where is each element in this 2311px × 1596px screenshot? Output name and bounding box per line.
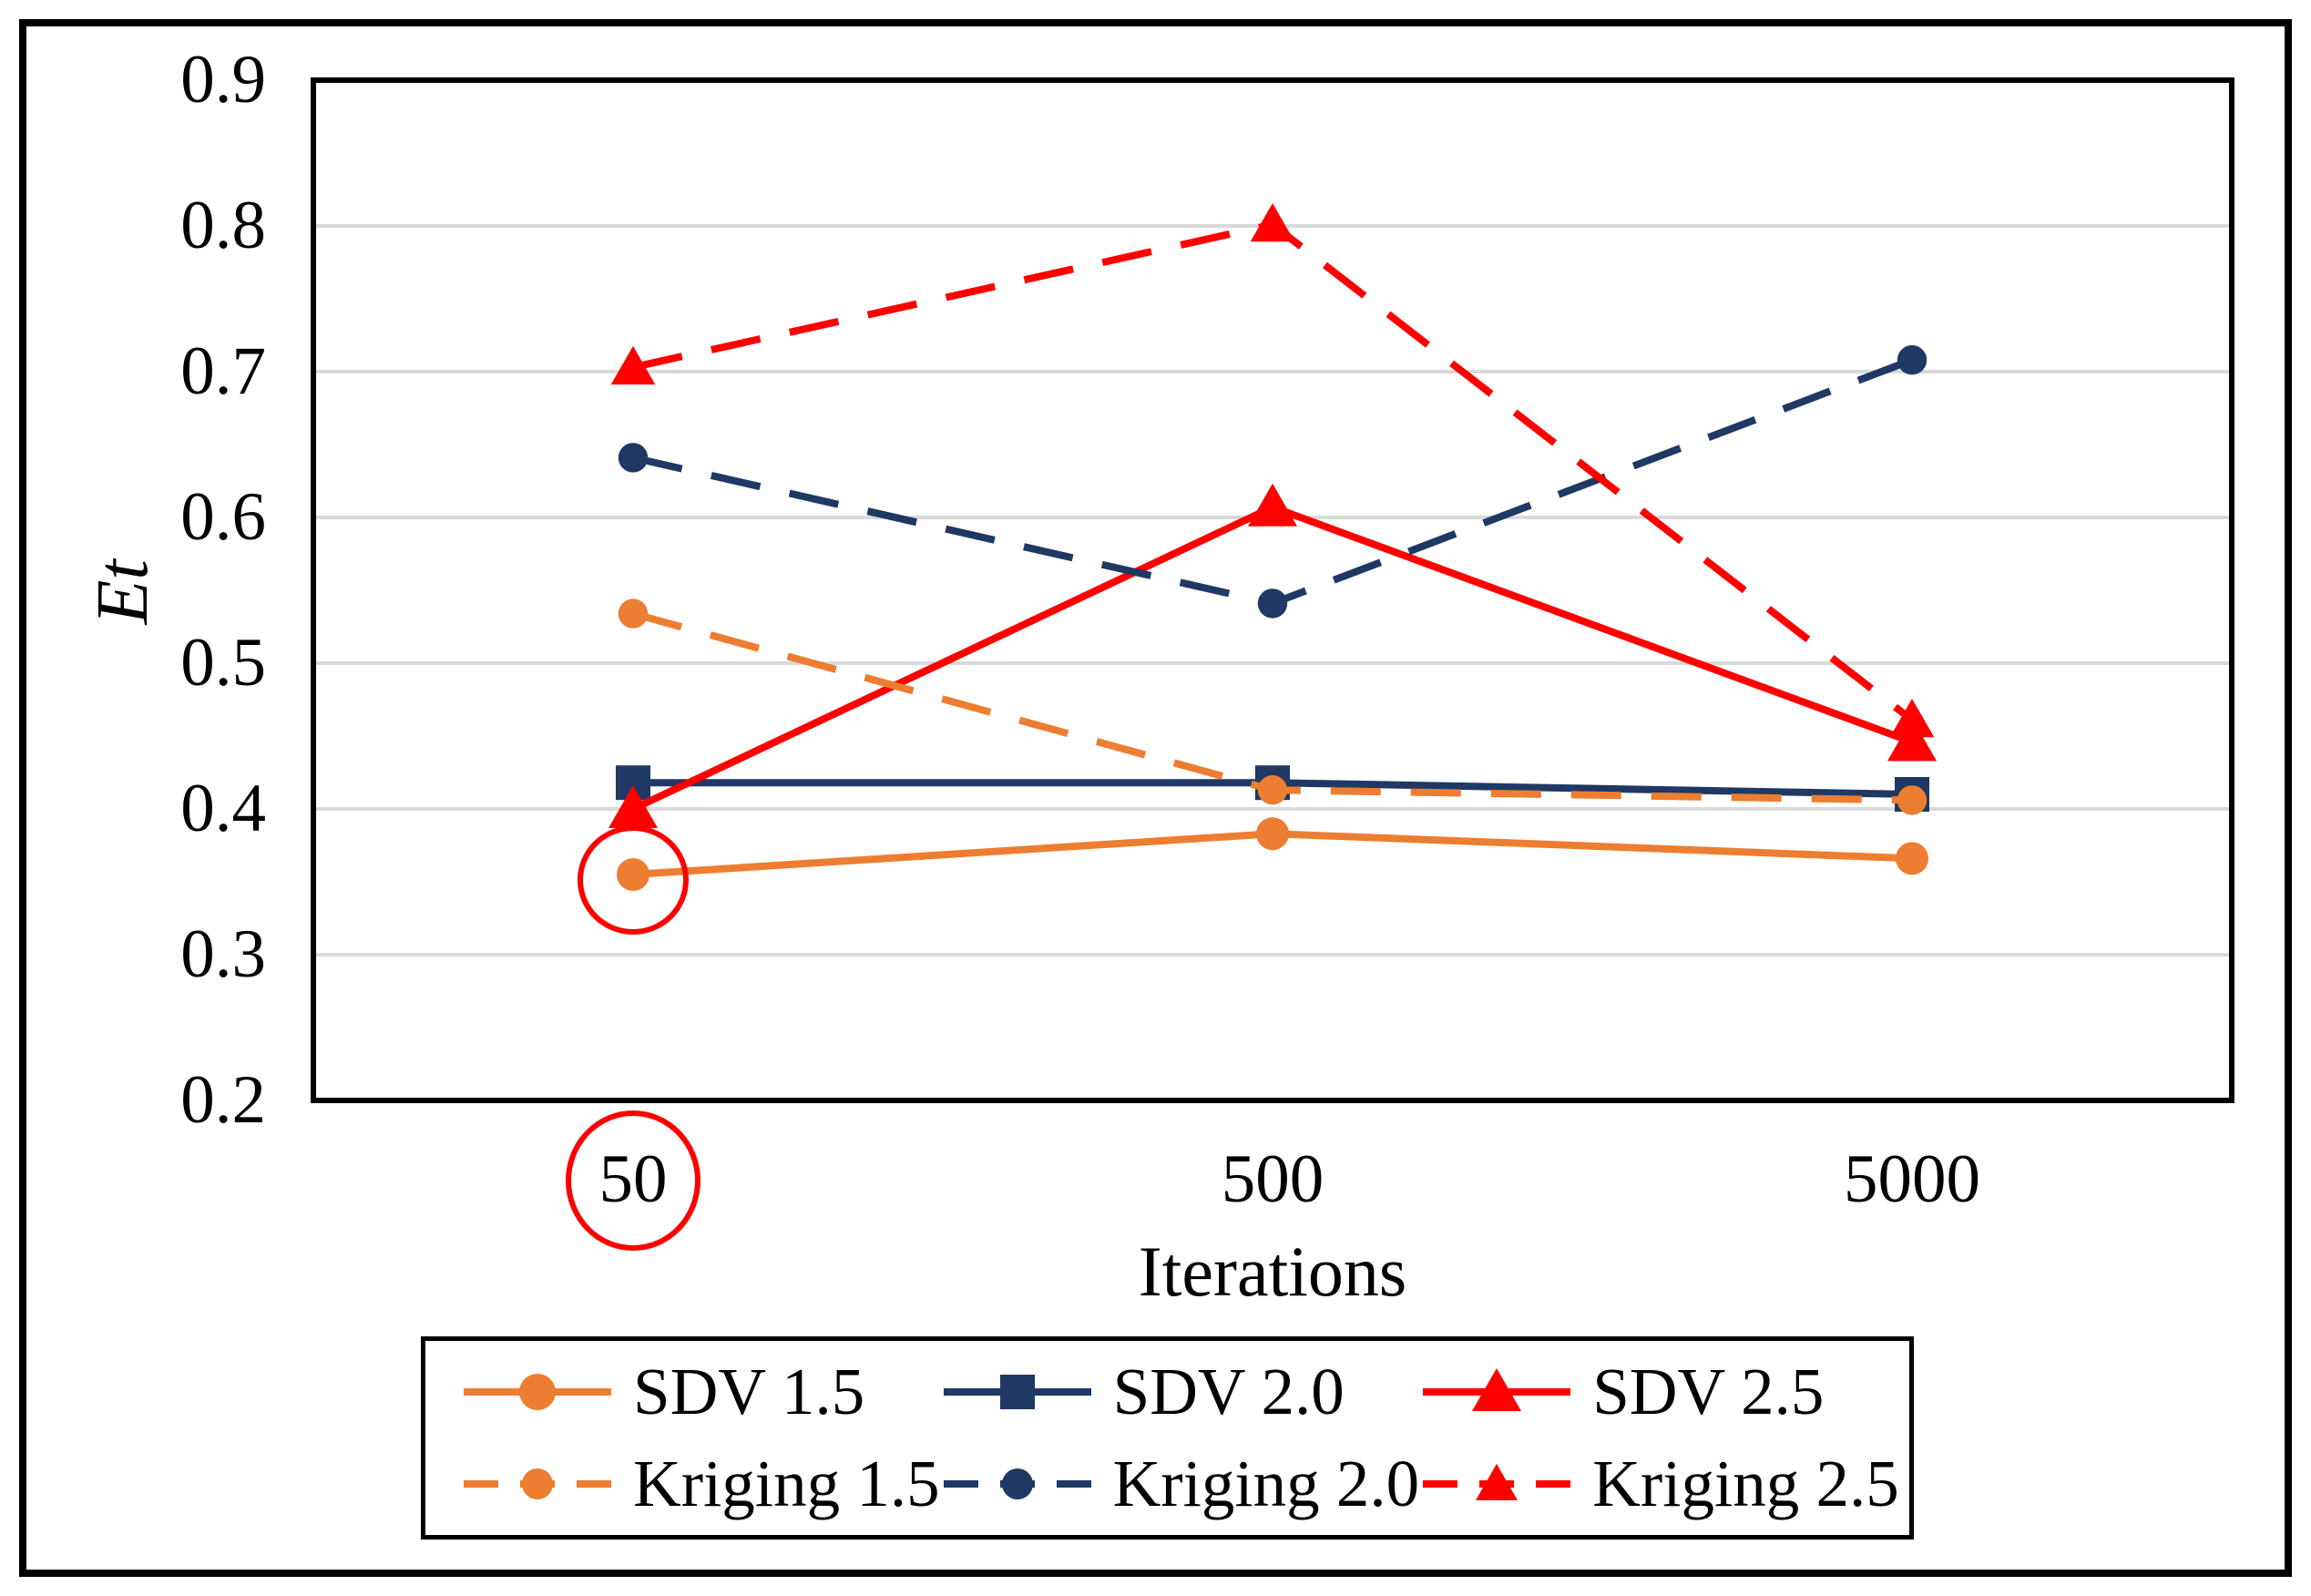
kriging-2-0-legend-swatch-icon	[943, 1468, 1091, 1499]
figure-border	[19, 19, 2292, 1577]
series-sdv-2-5-marker	[1248, 483, 1297, 527]
plot-border	[311, 77, 2234, 1103]
kriging-2-5-legend-swatch-icon	[1423, 1463, 1571, 1500]
series-sdv-2-5-marker	[608, 785, 658, 828]
series-kriging-2-5-line	[632, 220, 1915, 723]
x-tick-label: 500	[1221, 1141, 1324, 1217]
legend-item-sdv-1-5: SDV 1.5	[460, 1351, 940, 1433]
y-tick-label: 0.2	[180, 1062, 266, 1138]
legend-item-sdv-2-5: SDV 2.5	[1419, 1351, 1899, 1433]
square-marker-icon	[999, 1375, 1035, 1409]
y-tick-label: 0.8	[180, 188, 266, 263]
series-kriging-2-5-marker	[1889, 699, 1935, 738]
circle-marker-icon	[1001, 1468, 1033, 1499]
triangle-marker-icon	[1472, 1368, 1522, 1411]
x-tick-label: 50	[598, 1141, 668, 1217]
legend-item-sdv-2-0: SDV 2.0	[940, 1351, 1420, 1433]
legend-label: SDV 2.5	[1592, 1355, 1825, 1428]
x-tick-label: 5000	[1844, 1141, 1980, 1217]
annotation-ellipse-x-tick	[566, 1110, 700, 1251]
legend-item-kriging-1-5: Kriging 1.5	[460, 1443, 940, 1525]
series-kriging-1-5-marker	[1897, 785, 1928, 815]
y-tick-label: 0.6	[180, 479, 266, 555]
x-axis-title: Iterations	[1138, 1232, 1407, 1311]
sdv-1-5-legend-swatch-icon	[464, 1374, 611, 1410]
series-sdv-1-5-marker	[617, 858, 649, 891]
legend-label: SDV 1.5	[633, 1355, 865, 1428]
series-sdv-1-5-marker	[1896, 842, 1928, 875]
sdv-2-5-legend-swatch-icon	[1423, 1368, 1571, 1411]
annotation-ellipse-point	[578, 825, 689, 935]
sdv-2-0-legend-swatch-icon	[943, 1375, 1091, 1409]
legend: SDV 1.5 SDV 2.0 SDV 2.5 Kriging 1.5 Kriging …	[421, 1336, 1914, 1540]
y-tick-label: 0.7	[180, 333, 266, 409]
kriging-1-5-legend-swatch-icon	[464, 1468, 611, 1499]
series-sdv-2-5-line	[631, 503, 1914, 813]
series-kriging-2-0-marker	[1897, 345, 1928, 375]
legend-label: Kriging 2.0	[1112, 1447, 1420, 1520]
circle-marker-icon	[519, 1374, 556, 1410]
series-kriging-2-5-marker	[1250, 203, 1295, 242]
legend-item-kriging-2-0: Kriging 2.0	[940, 1443, 1420, 1525]
series-sdv-2-5-marker	[1887, 718, 1937, 762]
series-sdv-1-5-marker	[1256, 817, 1289, 851]
series-kriging-1-5-marker	[1257, 775, 1288, 805]
legend-item-kriging-2-5: Kriging 2.5	[1419, 1443, 1899, 1525]
triangle-marker-icon	[1476, 1463, 1519, 1500]
series-kriging-2-5-marker	[610, 345, 656, 385]
legend-label: SDV 2.0	[1112, 1355, 1345, 1428]
series-kriging-1-5-marker	[618, 598, 649, 629]
series-kriging-2-0-marker	[618, 443, 649, 473]
series-kriging-2-0-marker	[1257, 588, 1288, 619]
circle-marker-icon	[522, 1468, 553, 1499]
y-tick-label: 0.4	[180, 771, 266, 846]
y-tick-label: 0.3	[180, 916, 266, 992]
legend-label: Kriging 2.5	[1592, 1447, 1899, 1520]
legend-label: Kriging 1.5	[633, 1447, 940, 1520]
y-tick-label: 0.9	[180, 42, 266, 118]
y-tick-label: 0.5	[180, 625, 266, 701]
